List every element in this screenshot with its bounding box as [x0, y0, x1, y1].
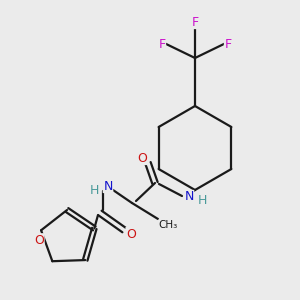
Text: H: H — [197, 194, 207, 208]
Text: F: F — [158, 38, 166, 50]
Text: F: F — [191, 16, 199, 28]
Text: O: O — [126, 227, 136, 241]
Text: N: N — [184, 190, 194, 203]
Text: O: O — [34, 234, 44, 247]
Text: N: N — [103, 179, 113, 193]
Text: O: O — [137, 152, 147, 164]
Text: H: H — [89, 184, 99, 196]
Text: F: F — [224, 38, 232, 50]
Text: CH₃: CH₃ — [158, 220, 178, 230]
